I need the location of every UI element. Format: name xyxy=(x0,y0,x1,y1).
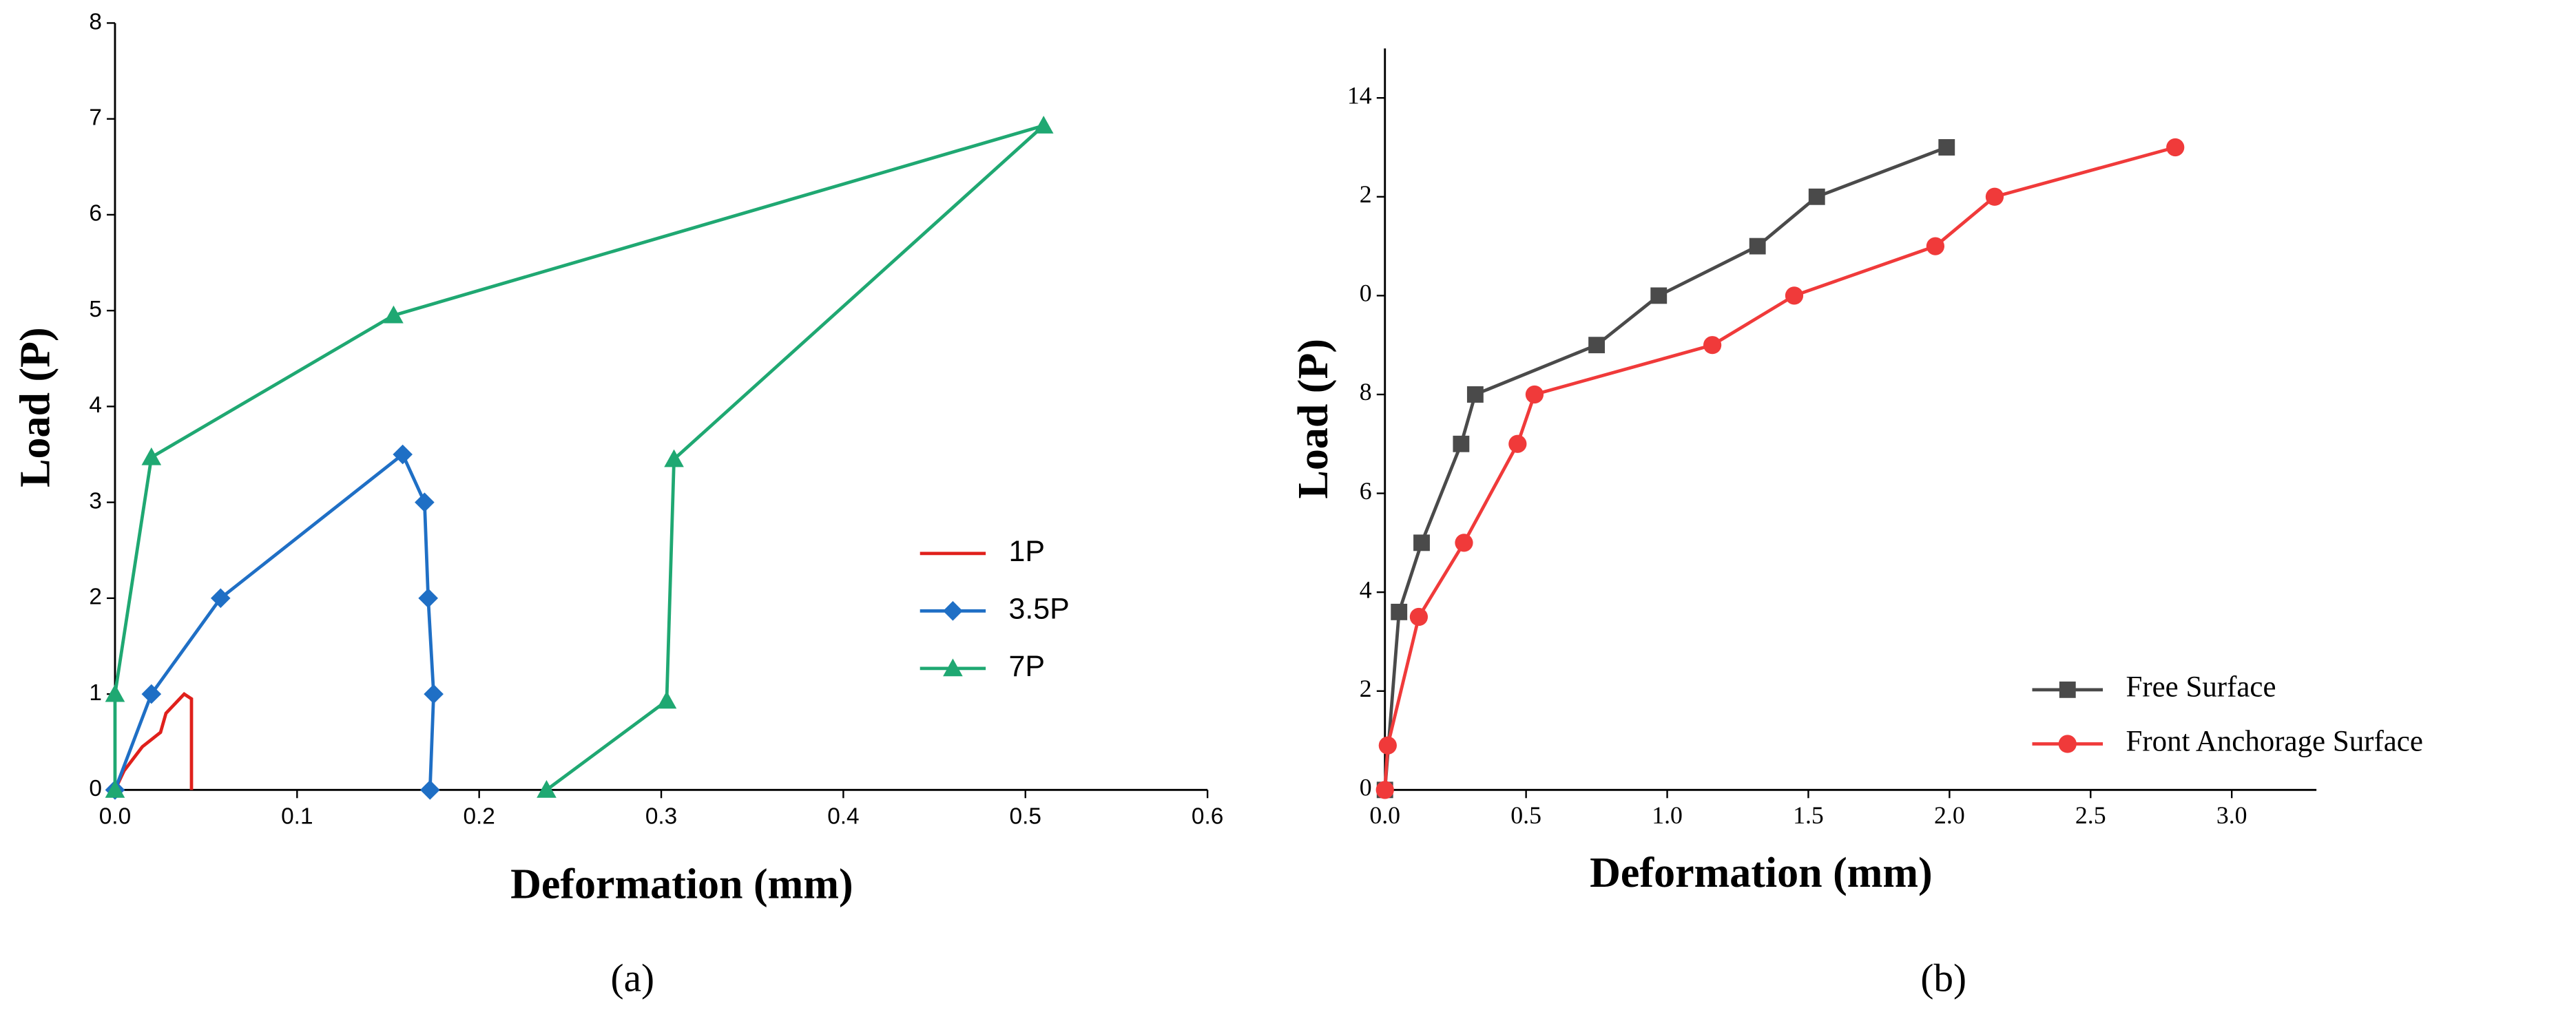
y-tick-label: 0 xyxy=(1360,774,1372,801)
marker xyxy=(1938,139,1955,156)
series-line xyxy=(113,692,194,791)
y-tick-label: 1 xyxy=(89,680,102,706)
marker xyxy=(1455,534,1473,552)
legend-label: 3.5P xyxy=(1009,593,1070,626)
caption: (b) xyxy=(1920,957,1966,1000)
marker xyxy=(943,658,963,677)
marker xyxy=(1409,607,1429,627)
marker xyxy=(1375,781,1394,799)
y-tick-label: 3 xyxy=(89,488,102,514)
marker xyxy=(2166,138,2185,157)
marker xyxy=(393,444,413,465)
marker xyxy=(415,492,435,512)
y-tick-label: 8 xyxy=(1360,378,1372,406)
x-tick-label: 2.0 xyxy=(1934,801,1965,829)
marker xyxy=(105,684,125,702)
y-tick-label: 6 xyxy=(89,201,102,227)
x-tick-label: 0.5 xyxy=(1010,804,1041,830)
marker xyxy=(1926,237,1944,255)
marker xyxy=(1033,116,1054,134)
x-tick-label: 2.5 xyxy=(2075,801,2106,829)
x-tick-label: 0.3 xyxy=(645,804,677,830)
marker xyxy=(424,684,444,704)
series-line xyxy=(113,452,435,791)
x-tick-label: 1.5 xyxy=(1793,801,1824,829)
x-axis-label: Deformation (mm) xyxy=(1590,850,1933,896)
marker xyxy=(1650,287,1668,304)
y-tick-label: 6 xyxy=(1360,477,1372,505)
marker xyxy=(537,780,557,798)
y-tick-label: 8 xyxy=(89,9,102,34)
marker xyxy=(419,780,440,800)
marker xyxy=(1413,534,1430,551)
marker xyxy=(2058,735,2077,753)
marker xyxy=(384,305,404,324)
marker xyxy=(141,447,162,465)
marker xyxy=(1378,736,1397,755)
x-tick-label: 0.4 xyxy=(827,804,859,830)
marker xyxy=(1703,336,1722,355)
y-tick-label: 14 xyxy=(1347,81,1372,109)
marker xyxy=(1749,238,1766,255)
x-tick-label: 0.6 xyxy=(1192,804,1223,830)
marker xyxy=(1466,386,1484,403)
y-tick-label: 5 xyxy=(89,297,102,322)
x-tick-label: 0.5 xyxy=(1510,801,1541,829)
x-tick-label: 0.1 xyxy=(281,804,313,830)
marker xyxy=(1508,434,1527,453)
marker xyxy=(1525,385,1544,404)
x-tick-label: 0.0 xyxy=(99,804,131,830)
marker xyxy=(1391,603,1408,620)
marker xyxy=(656,691,677,709)
series-line xyxy=(1383,145,1948,790)
y-axis-label: Load (P) xyxy=(1290,339,1337,499)
y-tick-label: 7 xyxy=(89,105,102,130)
marker xyxy=(1985,187,2004,206)
y-tick-label: 4 xyxy=(1360,576,1372,603)
marker xyxy=(1785,286,1804,305)
y-tick-label: 2 xyxy=(89,585,102,610)
x-tick-label: 0.0 xyxy=(1369,801,1400,829)
series-line xyxy=(113,124,1045,792)
x-tick-label: 1.0 xyxy=(1652,801,1683,829)
y-tick-label: 4 xyxy=(89,392,102,418)
x-axis-label: Deformation (mm) xyxy=(510,861,853,908)
legend-label: 7P xyxy=(1009,650,1046,683)
legend-label: Free Surface xyxy=(2126,671,2276,704)
marker xyxy=(141,684,162,704)
y-tick-label: 2 xyxy=(1360,675,1372,702)
marker xyxy=(1453,435,1470,452)
y-tick-label: 2 xyxy=(1360,180,1372,208)
x-tick-label: 3.0 xyxy=(2216,801,2247,829)
marker xyxy=(105,780,125,798)
marker xyxy=(664,449,684,467)
marker xyxy=(1808,188,1825,205)
marker xyxy=(2059,681,2076,698)
y-tick-label: 0 xyxy=(89,776,102,801)
marker xyxy=(418,588,438,609)
y-tick-label: 0 xyxy=(1360,280,1372,307)
x-tick-label: 0.2 xyxy=(463,804,495,830)
legend-label: 1P xyxy=(1009,535,1046,568)
legend-label: Front Anchorage Surface xyxy=(2126,725,2422,757)
marker xyxy=(943,601,963,621)
y-axis-label: Load (P) xyxy=(12,327,59,487)
caption: (a) xyxy=(611,957,655,1000)
series-line xyxy=(1383,145,2176,790)
marker xyxy=(1588,337,1606,354)
